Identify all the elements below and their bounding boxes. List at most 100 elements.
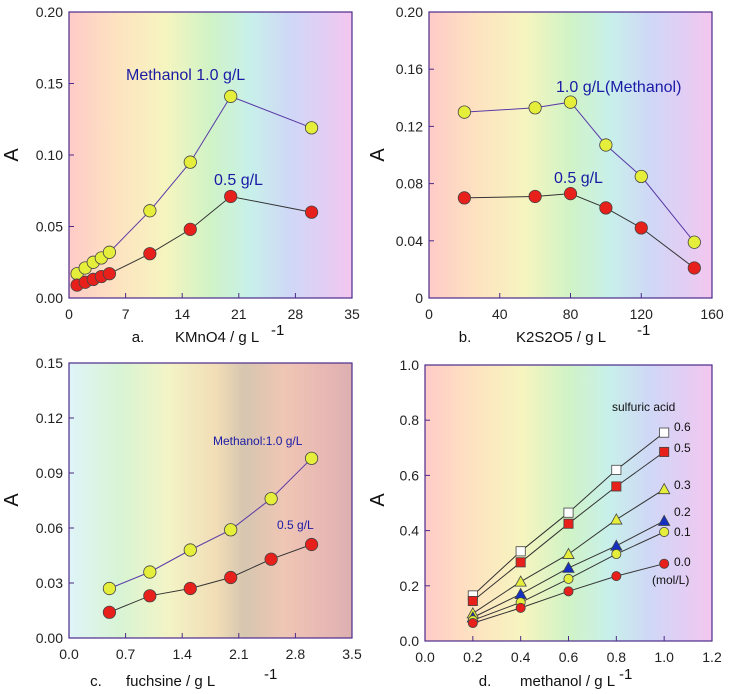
x-tick-label: 0.4 xyxy=(511,649,531,665)
y-tick-label: 0.8 xyxy=(400,412,420,428)
x-tick-label: 7 xyxy=(122,306,130,322)
data-point xyxy=(657,514,671,526)
data-point xyxy=(457,105,471,119)
data-point xyxy=(467,595,478,606)
data-point xyxy=(599,201,613,215)
series-annotation: Methanol 1.0 g/L xyxy=(126,67,245,84)
legend-unit: (mol/L) xyxy=(652,573,689,587)
y-axis-label: A xyxy=(1,493,23,507)
y-tick-label: 0.15 xyxy=(36,76,63,92)
y-tick-label: 0.00 xyxy=(36,630,63,646)
data-point xyxy=(143,247,157,261)
y-tick-label: 0 xyxy=(415,290,423,306)
x-tick-label: 0.2 xyxy=(463,649,483,665)
legend-entry: 0.6 xyxy=(674,420,691,434)
y-axis-label: A xyxy=(367,148,389,162)
x-axis-label: methanol / g L xyxy=(520,673,615,690)
y-tick-label: 0.04 xyxy=(396,233,423,249)
y-axis-label: A xyxy=(367,493,389,507)
data-point xyxy=(687,261,701,275)
y-tick-label: 0.08 xyxy=(396,176,423,192)
data-point xyxy=(183,581,197,596)
data-point xyxy=(611,549,622,560)
data-point xyxy=(143,565,157,579)
x-tick-label: 0.8 xyxy=(607,649,627,665)
x-tick-label: 28 xyxy=(288,306,304,322)
data-point xyxy=(515,557,526,568)
plot-background xyxy=(69,363,352,638)
data-point xyxy=(102,267,117,281)
panel-letter: a. xyxy=(132,329,145,346)
y-tick-label: 0.20 xyxy=(396,4,423,20)
data-point xyxy=(528,101,542,115)
x-tick-label: 1.4 xyxy=(172,646,192,662)
x-tick-label: 0 xyxy=(425,306,433,322)
data-point xyxy=(563,573,574,584)
legend-entry: 0.0 xyxy=(674,555,691,569)
legend-entry: 0.2 xyxy=(674,505,691,519)
data-point xyxy=(611,464,622,475)
data-point xyxy=(143,204,157,218)
chart-c: 0.0 0.7 1.4 2.1 2.8 3.5 0.00 0.03 0.06 0.09 0.12 0.… xyxy=(1,355,362,690)
data-point xyxy=(528,189,542,204)
data-point xyxy=(467,618,478,629)
y-tick-label: 0.2 xyxy=(400,578,420,594)
data-point xyxy=(562,547,575,559)
x-tick-label: 0 xyxy=(65,306,73,322)
data-point xyxy=(304,121,319,135)
series-line-0-5-g-l xyxy=(109,544,312,613)
data-point xyxy=(183,543,197,557)
data-point xyxy=(563,518,574,529)
data-point xyxy=(183,222,197,236)
data-point xyxy=(457,191,471,205)
y-tick-label: 0.09 xyxy=(36,465,63,481)
data-point xyxy=(304,205,319,219)
legend-entry: 0.1 xyxy=(674,525,691,539)
data-point xyxy=(634,169,648,184)
data-point xyxy=(657,482,671,495)
series-annotation: 0.5 g/L xyxy=(277,518,314,532)
y-tick-label: 0.12 xyxy=(396,118,423,134)
y-axis-label: A xyxy=(1,148,23,162)
data-point xyxy=(143,589,157,603)
data-point xyxy=(659,526,670,537)
data-point xyxy=(515,546,526,557)
x-axis-label-superscript: -1 xyxy=(264,666,277,683)
x-tick-label: 2.8 xyxy=(286,646,306,662)
x-tick-label: 0.7 xyxy=(116,646,136,662)
x-tick-label: 21 xyxy=(231,306,247,322)
series-annotation: Methanol:1.0 g/L xyxy=(213,434,303,448)
x-axis-label-superscript: -1 xyxy=(637,322,650,339)
chart-d: 0.0 0.2 0.4 0.6 0.8 1.0 1.2 0.0 0.2 0.4 0.6 0.8 1.0 A… xyxy=(367,357,722,690)
y-tick-label: 0.4 xyxy=(400,523,420,539)
x-tick-label: 160 xyxy=(700,306,724,322)
y-tick-label: 0.06 xyxy=(36,520,63,536)
legend-entry: 0.3 xyxy=(674,478,691,492)
data-point xyxy=(264,552,278,566)
data-point xyxy=(224,570,238,585)
x-tick-label: 2.1 xyxy=(229,646,249,662)
x-tick-label: 14 xyxy=(174,306,190,322)
data-point xyxy=(183,155,197,169)
data-point xyxy=(562,561,575,573)
data-point xyxy=(264,492,278,506)
data-point xyxy=(611,571,622,582)
data-point xyxy=(563,507,574,518)
data-point xyxy=(659,446,670,457)
data-point xyxy=(102,605,117,619)
plot-background xyxy=(69,12,352,298)
data-point xyxy=(102,245,117,259)
data-point xyxy=(304,537,319,552)
series-annotation: 1.0 g/L(Methanol) xyxy=(556,79,681,96)
x-tick-label: 35 xyxy=(344,306,360,322)
y-tick-label: 0.15 xyxy=(36,355,63,371)
plot-frame xyxy=(68,362,353,639)
data-point xyxy=(610,513,623,525)
series-annotation: 0.5 g/L xyxy=(554,170,603,187)
series-line-1-0-g-l-methanol- xyxy=(464,101,695,243)
legend-entry: 0.5 xyxy=(674,441,691,455)
panel-letter: d. xyxy=(479,673,492,690)
x-tick-label: 0.0 xyxy=(415,649,435,665)
plot-background xyxy=(429,12,712,298)
